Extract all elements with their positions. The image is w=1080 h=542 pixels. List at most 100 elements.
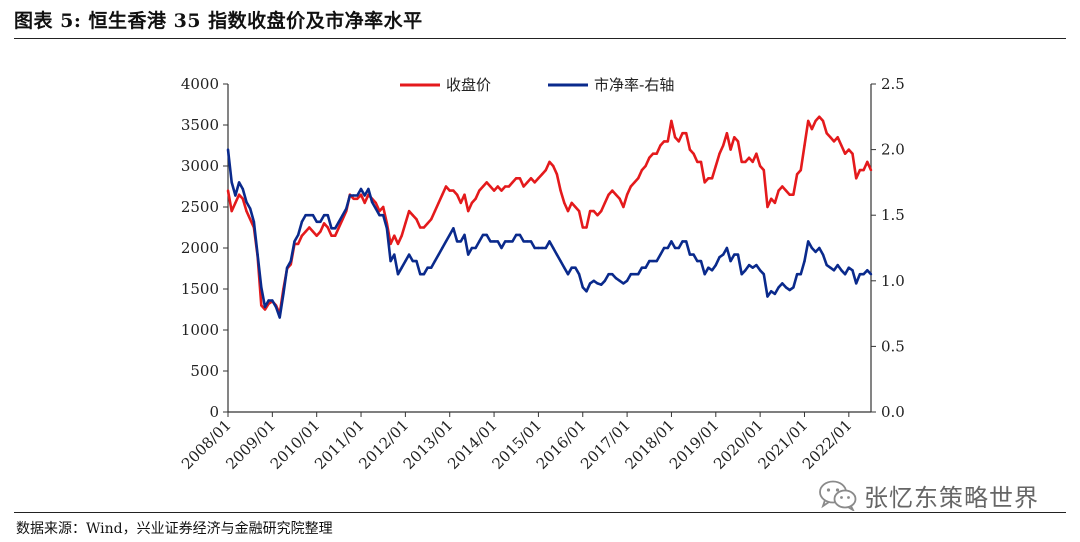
data-point [766,295,769,298]
data-point [710,177,714,180]
data-point [744,160,747,164]
y-left-tick-label: 1000 [181,321,219,339]
data-point [226,148,230,151]
data-point [655,152,658,155]
data-point [588,282,592,285]
data-point [278,316,281,319]
data-point [633,181,636,184]
y-left-tick-label: 1500 [181,280,219,298]
data-point [496,185,499,188]
data-point [249,218,252,221]
y-right-tick-label: 0.0 [881,403,905,421]
data-point [869,273,873,276]
data-point [263,308,267,311]
data-point [681,240,684,243]
watermark: 张忆东策略世界 [818,476,1039,514]
data-point [725,246,729,250]
data-point [611,273,614,276]
data-point [581,226,584,229]
data-point [603,279,607,282]
data-point [596,282,599,285]
data-point [433,209,437,213]
data-point [795,273,799,276]
data-point [607,193,610,196]
data-point [437,253,440,256]
data-point [666,140,669,143]
data-point [600,283,603,286]
data-point [618,197,621,200]
data-point [485,181,488,184]
data-point [481,233,485,237]
data-point [699,160,703,164]
data-point [751,266,754,269]
data-point [370,200,374,204]
data-point [404,222,407,225]
data-point [245,209,248,213]
data-point [792,193,795,196]
data-point [862,168,865,172]
data-point [337,226,341,229]
data-point [393,253,396,256]
data-point [733,136,736,139]
data-point [515,233,518,237]
data-point [245,200,248,204]
data-point [618,279,621,282]
data-point [297,233,300,237]
data-point [481,185,485,188]
data-point [659,144,662,147]
data-point [773,201,777,205]
data-point [825,132,828,135]
data-point [710,269,714,272]
data-point [821,253,825,256]
chart-series [226,115,873,319]
data-point [792,286,795,289]
data-point [374,207,377,210]
y-right-tick-label: 2.5 [881,75,905,93]
data-point [308,214,311,217]
data-point [467,209,470,213]
series-close-price [226,115,873,315]
data-point [670,240,673,243]
data-point [478,240,481,243]
data-point [455,193,459,196]
data-point [378,214,381,217]
data-point [411,259,414,263]
data-point [237,193,241,196]
y-right-tick-label: 2.0 [881,141,905,159]
data-point [437,201,440,205]
data-point [566,273,570,276]
y-left-tick-label: 2500 [181,198,219,216]
data-point [496,240,499,243]
data-point [552,246,555,250]
data-point [818,115,821,119]
data-point [770,290,773,293]
data-point [522,240,525,243]
data-point [459,201,462,205]
y-left-tick-label: 2000 [181,239,219,257]
data-point [289,259,292,263]
data-point [836,263,839,267]
y-right-tick-label: 1.5 [881,206,905,224]
data-point [356,194,359,197]
data-point [234,201,237,205]
data-point [563,266,566,269]
data-point [274,305,278,309]
source-note: 数据来源：Wind，兴业证券经济与金融研究院整理 [16,521,333,537]
data-point [400,234,403,237]
data-point [574,266,577,269]
data-point [463,193,466,196]
data-point [574,205,577,209]
data-point [489,185,492,188]
data-point [419,273,422,276]
data-point [352,197,355,200]
data-point [419,226,422,229]
data-point [226,189,230,192]
data-point [810,127,814,131]
data-point [736,140,740,143]
data-point [629,185,632,188]
data-point [430,218,433,221]
data-point [271,299,274,302]
data-point [415,218,418,221]
data-point [773,292,777,296]
data-point [570,266,573,269]
